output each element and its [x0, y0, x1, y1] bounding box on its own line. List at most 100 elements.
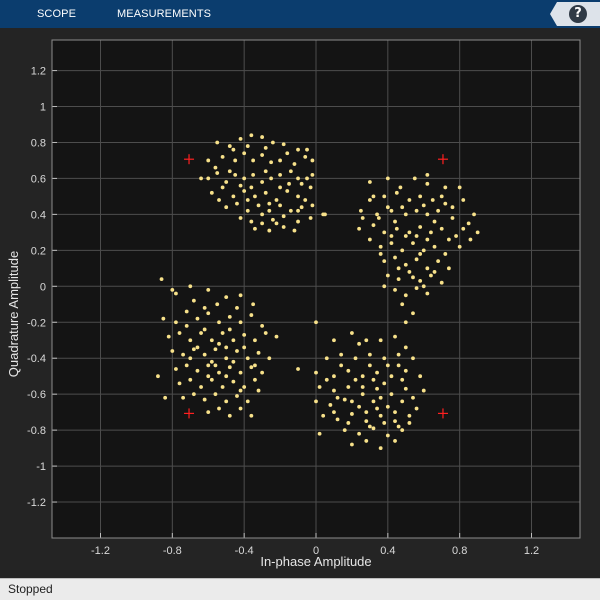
data-point: [468, 237, 473, 242]
data-point: [303, 198, 308, 202]
data-point: [332, 338, 336, 343]
data-point: [367, 352, 372, 357]
data-point: [235, 394, 239, 398]
data-point: [281, 225, 286, 229]
x-tick-label: 0: [313, 545, 319, 557]
data-point: [350, 412, 354, 416]
data-point: [202, 327, 207, 332]
data-point: [256, 203, 261, 208]
data-point: [227, 169, 232, 174]
data-point: [358, 208, 363, 213]
tab-measurements[interactable]: MEASUREMENTS: [117, 8, 212, 20]
data-point: [274, 221, 279, 226]
constellation-plot[interactable]: -1.2 -0.8 -0.4 0 0.4 0.8 1.2 -1.2 -1 -0.8 -0.6 -0.4…: [0, 28, 600, 578]
data-point: [195, 345, 200, 350]
data-point: [332, 374, 336, 379]
data-point: [385, 433, 390, 438]
data-point: [191, 392, 196, 397]
data-point: [314, 320, 318, 325]
data-point: [342, 428, 347, 433]
data-point: [224, 205, 229, 210]
data-point: [394, 226, 399, 231]
data-point: [267, 208, 272, 213]
data-point: [403, 212, 408, 217]
data-point: [443, 201, 448, 206]
data-point: [421, 203, 426, 208]
data-point: [256, 388, 261, 393]
y-tick-label: 0.4: [31, 209, 46, 221]
reference-marker: [437, 408, 448, 419]
data-point: [251, 172, 256, 177]
data-point: [393, 439, 397, 443]
data-point: [357, 341, 362, 346]
data-point: [288, 169, 293, 174]
data-point: [357, 431, 362, 436]
data-point: [457, 185, 462, 190]
data-point: [357, 404, 362, 409]
data-point: [270, 140, 275, 145]
data-point: [439, 194, 444, 199]
data-point: [177, 381, 182, 386]
data-point: [382, 194, 387, 199]
data-point: [231, 338, 236, 343]
data-point: [161, 316, 166, 321]
data-point: [454, 234, 458, 238]
help-icon[interactable]: ?: [569, 5, 587, 23]
data-point: [199, 385, 203, 389]
y-tick-label: 1.2: [31, 66, 46, 78]
data-point: [335, 395, 340, 400]
data-point: [360, 374, 365, 379]
data-point: [407, 198, 412, 202]
data-point: [396, 363, 401, 368]
data-point: [260, 153, 265, 157]
data-point: [220, 185, 225, 190]
data-point: [398, 185, 403, 190]
tab-scope[interactable]: SCOPE: [37, 8, 77, 20]
data-point: [414, 406, 419, 411]
data-point: [224, 356, 229, 361]
data-point: [385, 205, 390, 210]
data-point: [285, 151, 290, 156]
data-point: [269, 176, 274, 181]
data-point: [403, 345, 408, 350]
data-point: [235, 349, 239, 353]
data-point: [339, 352, 344, 357]
data-point: [206, 287, 211, 292]
data-point: [375, 406, 379, 411]
data-point: [249, 219, 254, 224]
data-point: [411, 241, 415, 246]
data-point: [166, 334, 171, 339]
data-point: [382, 421, 387, 425]
data-point: [389, 241, 394, 246]
data-point: [324, 377, 329, 382]
data-point: [278, 185, 282, 190]
data-point: [233, 172, 238, 177]
data-point: [367, 180, 372, 184]
data-point: [360, 392, 365, 397]
data-point: [403, 234, 408, 238]
x-tick-label: -0.8: [163, 545, 182, 557]
data-point: [310, 172, 315, 177]
reference-marker: [184, 408, 195, 419]
data-point: [238, 136, 243, 141]
data-point: [350, 331, 354, 335]
data-point: [281, 214, 286, 219]
data-point: [407, 413, 412, 418]
data-point: [249, 133, 254, 138]
y-tick-label: 0.2: [31, 245, 46, 257]
data-point: [206, 374, 211, 379]
data-point: [371, 194, 376, 199]
data-point: [432, 244, 437, 249]
data-point: [296, 147, 300, 152]
data-point: [393, 334, 397, 339]
data-point: [231, 147, 236, 152]
data-point: [188, 377, 193, 382]
data-point: [425, 212, 430, 217]
plot-area: -1.2 -0.8 -0.4 0 0.4 0.8 1.2 -1.2 -1 -0.8 -0.6 -0.4…: [0, 28, 600, 578]
data-point: [263, 331, 268, 335]
data-point: [389, 374, 394, 379]
data-point: [425, 237, 430, 242]
data-point: [163, 395, 168, 400]
help-button[interactable]: ?: [550, 2, 600, 26]
data-point: [263, 145, 268, 150]
